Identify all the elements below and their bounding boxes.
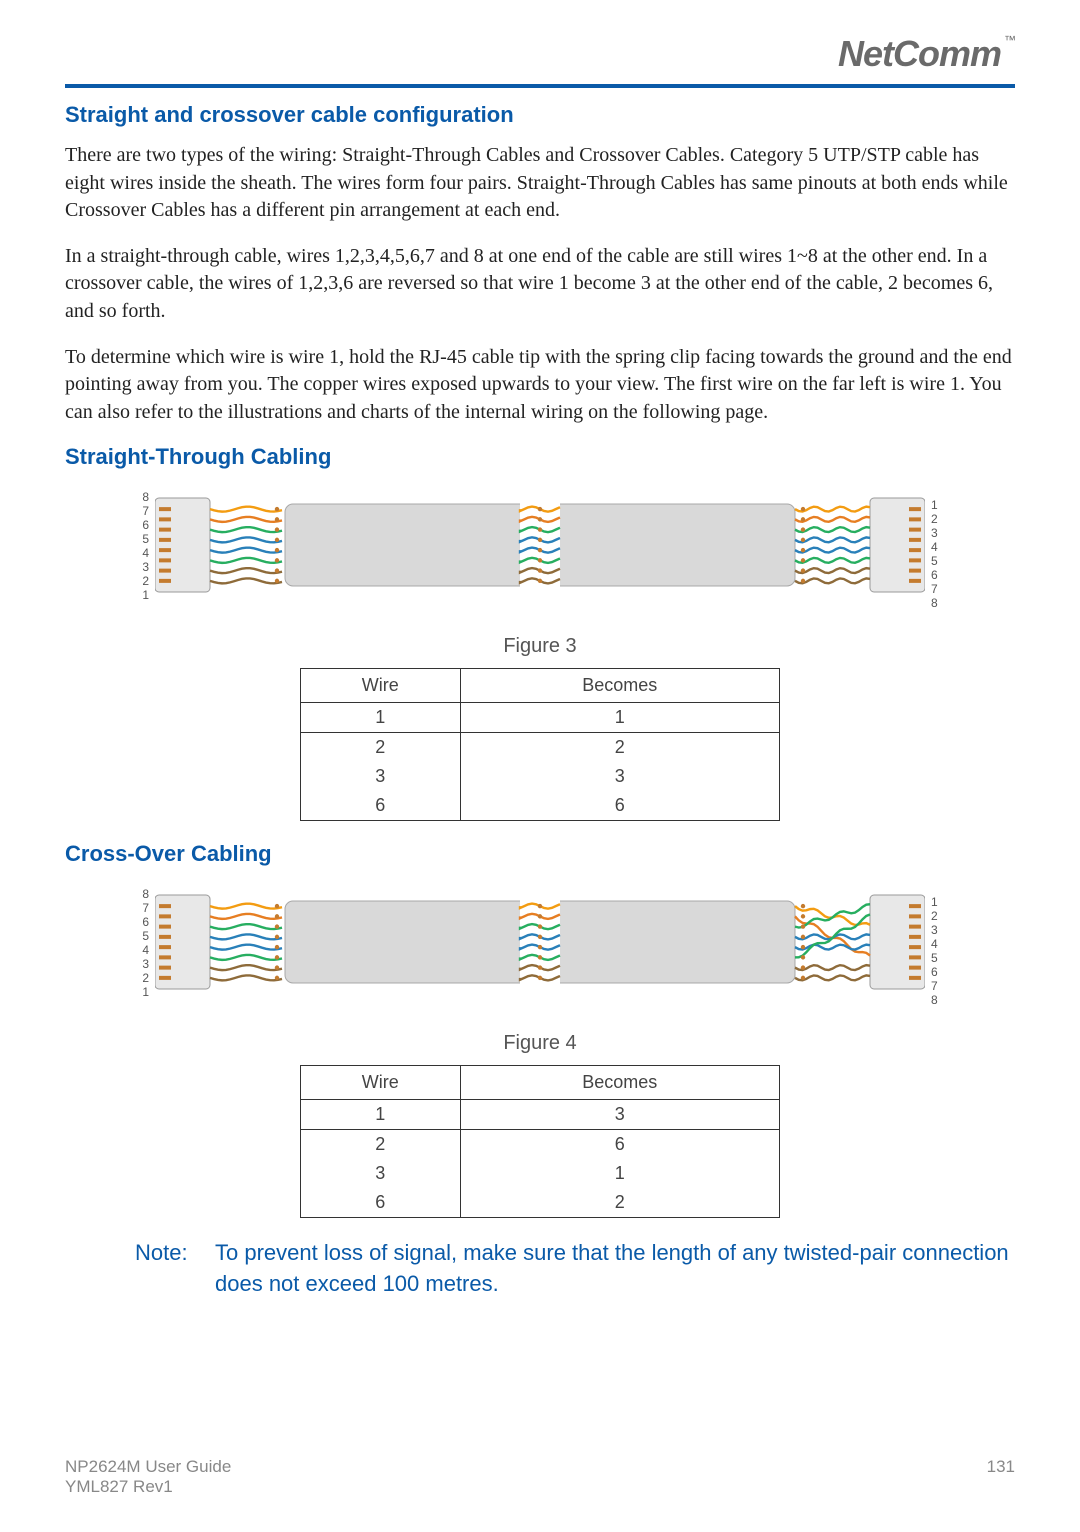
pin-label: 7	[931, 582, 938, 596]
page-header: NetComm	[65, 30, 1015, 78]
table-cell: 6	[460, 1130, 779, 1160]
intro-para-3: To determine which wire is wire 1, hold …	[65, 344, 1015, 427]
table-header: Becomes	[460, 669, 779, 703]
pin-label: 5	[931, 951, 938, 965]
pin-label: 2	[142, 971, 149, 985]
pin-label: 2	[931, 512, 938, 526]
pin-label: 4	[931, 937, 938, 951]
pin-label: 2	[142, 574, 149, 588]
table-cell: 2	[460, 733, 779, 763]
cable-svg-crossover	[155, 887, 925, 997]
table-header: Becomes	[460, 1066, 779, 1100]
table-cell: 1	[301, 703, 461, 733]
pin-label: 7	[142, 504, 149, 518]
page-footer: NP2624M User Guide YML827 Rev1 131	[65, 1457, 1015, 1497]
pin-label: 8	[142, 490, 149, 504]
table-cell: 3	[460, 762, 779, 791]
table-cell: 3	[301, 762, 461, 791]
section-title-crossover: Cross-Over Cabling	[65, 841, 1015, 867]
table-cell: 1	[301, 1100, 461, 1130]
pin-label: 2	[931, 909, 938, 923]
pin-label: 4	[142, 943, 149, 957]
figure-4-cable-diagram: 12345678 12345678	[65, 887, 1015, 1007]
footer-page: 131	[987, 1457, 1015, 1497]
pin-label: 1	[931, 498, 938, 512]
pin-label: 6	[931, 568, 938, 582]
pin-label: 7	[931, 979, 938, 993]
table-cell: 6	[301, 1188, 461, 1218]
table-cell: 6	[460, 791, 779, 821]
table-cell: 2	[301, 733, 461, 763]
straight-mapping-table: WireBecomes11223366	[300, 668, 780, 821]
pin-label: 8	[142, 887, 149, 901]
header-rule	[65, 84, 1015, 88]
pin-label: 7	[142, 901, 149, 915]
figure-3-caption: Figure 3	[65, 635, 1015, 658]
pin-label: 5	[142, 532, 149, 546]
footer-guide: NP2624M User Guide	[65, 1457, 231, 1477]
pin-label: 6	[142, 518, 149, 532]
table-header: Wire	[301, 1066, 461, 1100]
footer-ref: YML827 Rev1	[65, 1477, 231, 1497]
pin-label: 5	[142, 929, 149, 943]
pin-label: 6	[931, 965, 938, 979]
pin-label: 8	[931, 993, 938, 1007]
table-cell: 1	[460, 703, 779, 733]
pin-label: 4	[142, 546, 149, 560]
pin-label: 3	[142, 560, 149, 574]
pin-label: 4	[931, 540, 938, 554]
table-cell: 3	[460, 1100, 779, 1130]
intro-para-1: There are two types of the wiring: Strai…	[65, 142, 1015, 225]
table-cell: 2	[301, 1130, 461, 1160]
table-cell: 2	[460, 1188, 779, 1218]
note-row: Note: To prevent loss of signal, make su…	[65, 1238, 1015, 1300]
table-header: Wire	[301, 669, 461, 703]
cable-svg-straight	[155, 490, 925, 600]
note-body: To prevent loss of signal, make sure tha…	[215, 1238, 1015, 1300]
pin-label: 3	[142, 957, 149, 971]
pin-label: 6	[142, 915, 149, 929]
figure-3-cable-diagram: 12345678 12345678	[65, 490, 1015, 610]
pin-label: 3	[931, 526, 938, 540]
pin-label: 1	[142, 985, 149, 999]
crossover-mapping-table: WireBecomes13263162	[300, 1065, 780, 1218]
pin-label: 1	[142, 588, 149, 602]
pin-label: 8	[931, 596, 938, 610]
pin-label: 3	[931, 923, 938, 937]
intro-para-2: In a straight-through cable, wires 1,2,3…	[65, 243, 1015, 326]
table-cell: 1	[460, 1159, 779, 1188]
note-label: Note:	[65, 1238, 215, 1300]
brand-logo: NetComm	[838, 33, 1015, 75]
table-cell: 3	[301, 1159, 461, 1188]
pin-label: 1	[931, 895, 938, 909]
figure-4-caption: Figure 4	[65, 1032, 1015, 1055]
pin-label: 5	[931, 554, 938, 568]
section-title-config: Straight and crossover cable configurati…	[65, 102, 1015, 128]
section-title-straight: Straight-Through Cabling	[65, 444, 1015, 470]
table-cell: 6	[301, 791, 461, 821]
